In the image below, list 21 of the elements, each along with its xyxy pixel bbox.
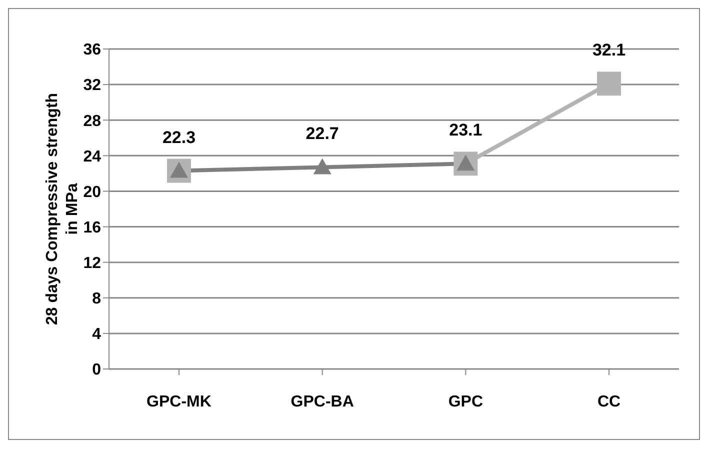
y-tick-label: 20 [83,184,102,201]
data-label: 23.1 [449,120,482,140]
y-tick-label: 16 [83,219,102,236]
x-tick-label: CC [597,393,621,410]
x-tick-label: GPC [448,393,484,410]
point [313,158,332,174]
y-tick-label: 12 [83,255,102,272]
y-axis-title: 28 days Compressive strength in MPa [44,92,81,326]
y-tick-label: 8 [92,290,102,308]
y-tick-label: 28 [83,112,102,130]
data-label: 22.3 [162,128,196,147]
y-tick-label: 0 [92,362,102,379]
y-tick-label: 32 [83,77,102,94]
point [597,72,621,96]
x-tick-label: GPC-MK [146,393,212,410]
y-tick-label: 4 [92,326,102,344]
x-tick-label: GPC-BA [290,393,354,410]
data-label: 32.1 [592,40,626,60]
data-label: 22.7 [306,124,339,144]
y-tick-label: 24 [83,148,102,166]
y-tick-label: 36 [83,42,102,59]
